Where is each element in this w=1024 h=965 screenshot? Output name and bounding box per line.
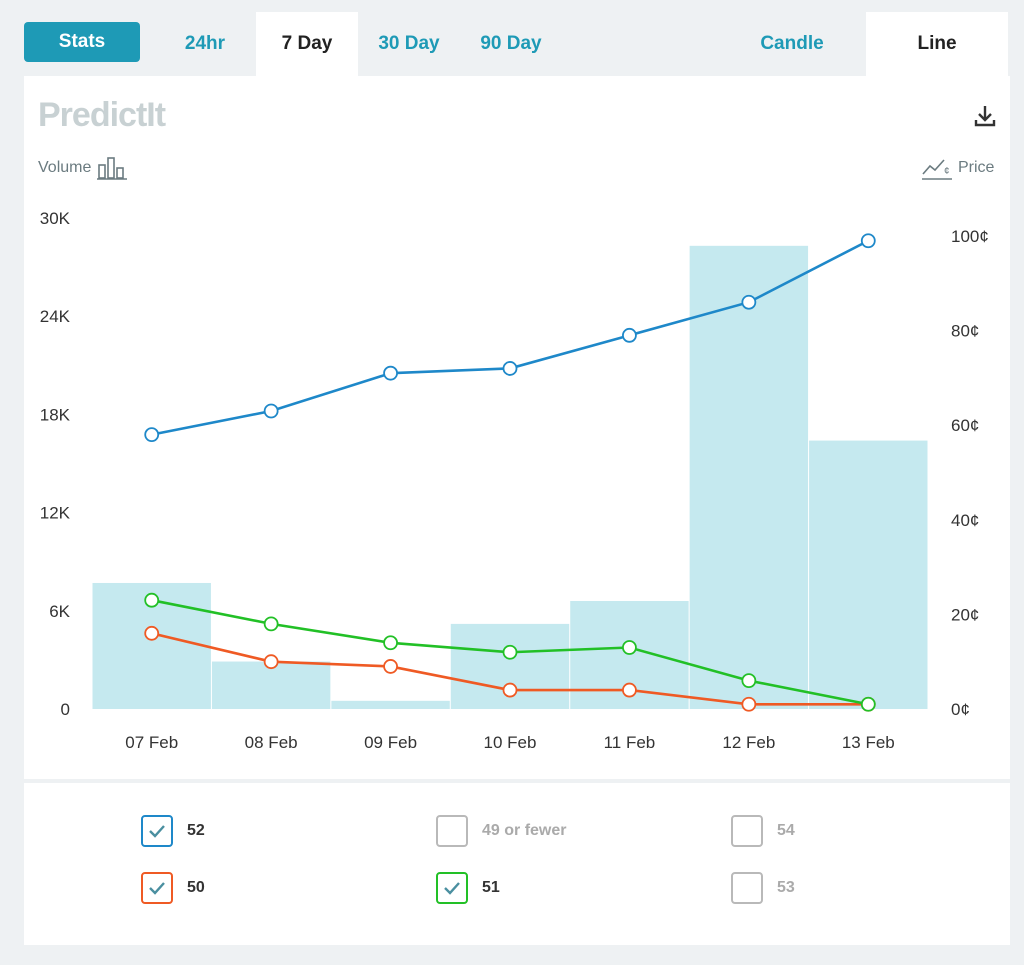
svg-text:¢: ¢ (944, 166, 950, 177)
series-point-51 (860, 696, 876, 712)
price-axis-caption: ¢ Price (922, 156, 994, 180)
volume-tick-label: 6K (49, 602, 70, 621)
price-tick-label: 40¢ (951, 511, 979, 530)
series-point-50 (622, 682, 637, 698)
legend-item-53[interactable]: 53 (731, 872, 795, 904)
timeframe-tabbar: Stats 24hr 7 Day 30 Day 90 Day Candle Li… (24, 12, 1008, 76)
checkbox-49-or-fewer[interactable] (436, 815, 468, 847)
tab-30-day[interactable]: 30 Day (378, 33, 440, 54)
price-volume-chart: 0 6K 12K 18K 24K 30K 0¢ 20¢ 40¢ 60¢ 80¢ 100¢ 07 Feb 0… (40, 209, 989, 752)
volume-label: Volume (38, 159, 92, 176)
predictit-logo: PredictIt (38, 96, 166, 134)
legend-label-50: 50 (187, 879, 205, 896)
legend-item-49-or-fewer[interactable]: 49 or fewer (436, 815, 566, 847)
tab-7-day[interactable]: 7 Day (256, 12, 358, 76)
legend-item-52[interactable]: 52 (141, 815, 205, 847)
price-label: Price (958, 159, 995, 176)
tab-90-day[interactable]: 90 Day (480, 33, 542, 54)
legend-item-51[interactable]: 51 (436, 872, 500, 904)
series-point-51 (622, 640, 637, 655)
series-point-50 (741, 696, 757, 712)
checkmark-icon (149, 882, 165, 895)
price-tick-label: 100¢ (951, 227, 989, 246)
checkbox-53[interactable] (731, 872, 763, 904)
x-tick-label: 11 Feb (604, 733, 656, 752)
series-point-52 (622, 327, 637, 343)
series-point-50 (144, 625, 160, 641)
series-point-52 (741, 294, 757, 310)
series-point-51 (263, 616, 279, 632)
legend-label-54: 54 (777, 822, 795, 839)
price-tick-label: 60¢ (951, 416, 979, 435)
bar-chart-icon (97, 157, 128, 180)
download-icon[interactable] (974, 104, 996, 128)
series-point-50 (263, 654, 279, 670)
tab-line[interactable]: Line (866, 12, 1008, 76)
checkbox-54[interactable] (731, 815, 763, 847)
volume-axis-caption: Volume (38, 156, 128, 180)
x-tick-label: 13 Feb (842, 733, 895, 752)
series-point-52 (263, 403, 279, 419)
x-tick-label: 09 Feb (364, 733, 417, 752)
volume-bar (211, 661, 331, 709)
price-tick-label: 80¢ (951, 322, 979, 341)
checkmark-icon (444, 882, 460, 895)
series-point-50 (502, 682, 518, 698)
legend-label-51: 51 (482, 879, 500, 896)
series-point-52 (860, 233, 876, 249)
line-chart-icon: ¢ (922, 159, 952, 180)
checkbox-50[interactable] (141, 872, 173, 904)
series-point-51 (502, 644, 518, 660)
tab-candle[interactable]: Candle (760, 33, 824, 54)
legend-item-50[interactable]: 50 (141, 872, 205, 904)
x-tick-label: 10 Feb (484, 733, 537, 752)
x-tick-label: 08 Feb (245, 733, 298, 752)
series-point-52 (144, 427, 160, 443)
series-point-51 (144, 592, 160, 608)
volume-tick-label: 12K (40, 504, 71, 523)
series-point-52 (383, 365, 398, 381)
legend-label-53: 53 (777, 879, 795, 896)
stats-button[interactable]: Stats (24, 22, 140, 62)
legend-panel (24, 783, 1010, 945)
checkmark-icon (149, 825, 165, 838)
volume-bar (689, 245, 809, 709)
legend-label-52: 52 (187, 822, 205, 839)
legend-item-54[interactable]: 54 (731, 815, 795, 847)
volume-bar (331, 700, 450, 709)
x-tick-label: 07 Feb (125, 733, 178, 752)
volume-bar (809, 440, 928, 709)
checkbox-52[interactable] (141, 815, 173, 847)
price-tick-label: 0¢ (951, 700, 970, 719)
volume-tick-label: 30K (40, 209, 71, 228)
volume-tick-label: 18K (40, 405, 71, 424)
price-tick-label: 20¢ (951, 605, 979, 624)
series-point-51 (383, 635, 398, 651)
x-tick-label: 12 Feb (722, 733, 775, 752)
series-point-52 (502, 361, 518, 376)
volume-tick-label: 24K (40, 307, 71, 326)
checkbox-51[interactable] (436, 872, 468, 904)
volume-tick-label: 0 (61, 700, 70, 719)
legend-label-49-or-fewer: 49 or fewer (482, 822, 567, 839)
series-point-51 (741, 673, 757, 689)
tab-24hr[interactable]: 24hr (184, 33, 226, 54)
series-point-50 (383, 659, 398, 674)
